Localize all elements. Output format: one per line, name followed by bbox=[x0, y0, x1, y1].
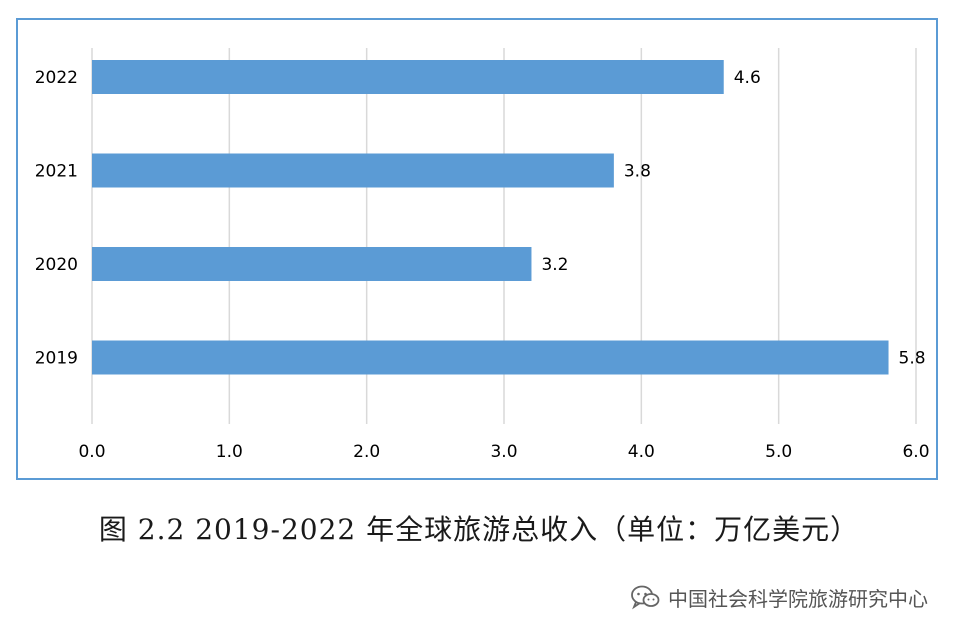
x-tick-label: 1.0 bbox=[216, 442, 243, 462]
bar bbox=[92, 247, 532, 281]
wechat-icon bbox=[630, 584, 660, 610]
figure-caption: 图 2.2 2019-2022 年全球旅游总收入（单位：万亿美元） bbox=[98, 513, 860, 546]
bar bbox=[92, 153, 614, 188]
y-category-label: 2019 bbox=[35, 349, 78, 369]
data-label: 3.2 bbox=[541, 255, 568, 275]
bar bbox=[92, 340, 889, 375]
x-tick-label: 5.0 bbox=[765, 442, 792, 462]
watermark-text: 中国社会科学院旅游研究中心 bbox=[668, 586, 928, 611]
x-tick-label: 2.0 bbox=[353, 442, 380, 462]
y-category-label: 2020 bbox=[35, 255, 78, 275]
x-tick-label: 6.0 bbox=[902, 442, 929, 462]
x-tick-label: 0.0 bbox=[78, 442, 105, 462]
watermark: 中国社会科学院旅游研究中心 bbox=[630, 582, 928, 612]
bar bbox=[92, 60, 724, 94]
x-tick-label: 4.0 bbox=[628, 442, 655, 462]
y-category-label: 2022 bbox=[35, 68, 78, 88]
x-tick-label: 3.0 bbox=[490, 442, 517, 462]
data-label: 5.8 bbox=[899, 349, 926, 369]
chart-frame: 0.0 1.0 2.0 3.0 4.0 5.0 6.0 2022 4.6 2021 3.8 2020 3… bbox=[16, 18, 938, 480]
bar-chart: 0.0 1.0 2.0 3.0 4.0 5.0 6.0 2022 4.6 2021 3.8 2020 3… bbox=[35, 48, 930, 462]
data-label: 3.8 bbox=[624, 162, 651, 182]
y-category-label: 2021 bbox=[35, 162, 78, 182]
data-label: 4.6 bbox=[734, 68, 761, 88]
